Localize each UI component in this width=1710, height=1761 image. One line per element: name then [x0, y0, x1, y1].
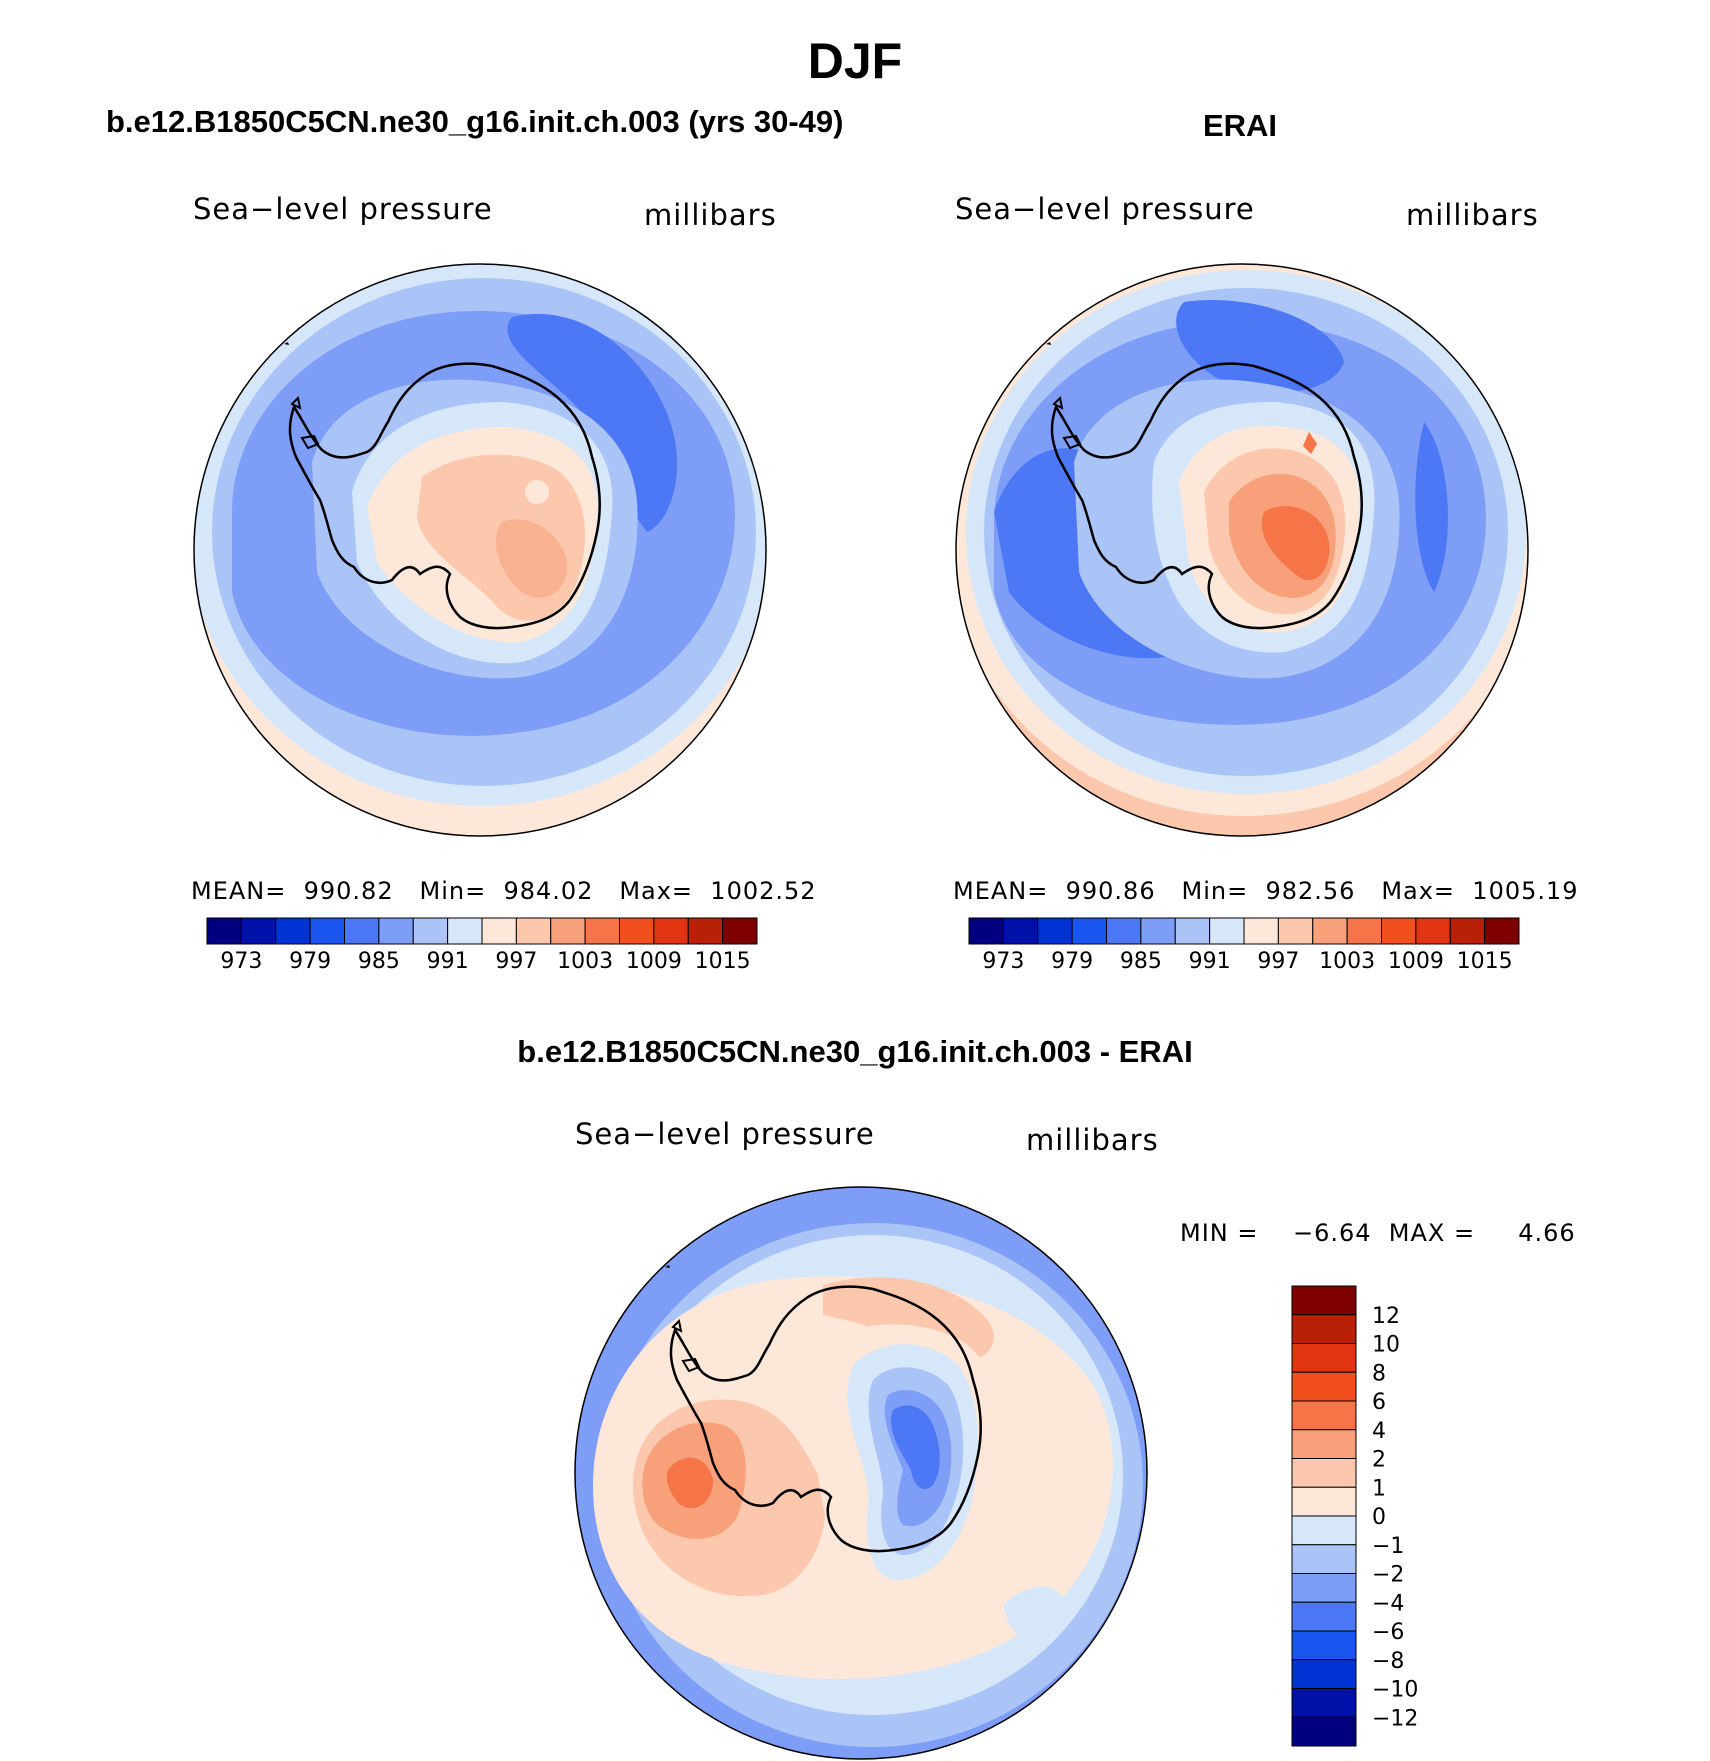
colorbar-swatch [1174, 917, 1211, 945]
panel-1-title: b.e12.B1850C5CN.ne30_g16.init.ch.003 (yr… [106, 104, 844, 139]
colorbar-swatch [1291, 1659, 1357, 1689]
colorbar-swatch [309, 917, 345, 945]
colorbar-label: 991 [427, 949, 469, 974]
colorbar-label: 12 [1372, 1304, 1400, 1329]
colorbar-swatch [1291, 1573, 1357, 1603]
colorbar-swatch [378, 917, 414, 945]
colorbar-label: −6 [1372, 1620, 1404, 1645]
colorbar-swatch [1071, 917, 1107, 945]
colorbar-swatch [1484, 917, 1520, 945]
colorbar-label: 979 [289, 949, 331, 974]
colorbar-swatch [1415, 917, 1451, 945]
colorbar-swatch [1291, 1486, 1357, 1517]
colorbar-swatch [550, 917, 586, 945]
colorbar-label: 985 [1120, 949, 1162, 974]
colorbar-swatch [1291, 1343, 1357, 1373]
colorbar-label: 1003 [557, 949, 613, 974]
colorbar-swatch [412, 917, 449, 945]
colorbar-swatch [1346, 917, 1382, 945]
panel-1-stats: MEAN= 990.82 Min= 984.02 Max= 1002.52 [191, 877, 817, 905]
colorbar-swatch [206, 917, 242, 945]
colorbar-swatch [722, 917, 758, 945]
panel-2-variable-label: Sea−level pressure [955, 192, 1255, 226]
colorbar-swatch [1291, 1458, 1357, 1488]
diff-map [574, 1186, 1148, 1760]
colorbar-label: 0 [1372, 1505, 1386, 1530]
colorbar-swatch [619, 917, 655, 945]
diff-units-label: millibars [1026, 1123, 1159, 1157]
colorbar-swatch [240, 917, 277, 945]
colorbar-swatch [481, 917, 517, 945]
colorbar-swatch [515, 917, 552, 945]
colorbar-swatch [1291, 1371, 1357, 1402]
colorbar-label: 1009 [626, 949, 682, 974]
colorbar-swatch [344, 917, 380, 945]
panel-1-units-label: millibars [644, 198, 777, 232]
map-outline [193, 263, 767, 837]
panel-2-colorbar: 973 979 985 991 997 1003 1009 1015 [968, 917, 1520, 974]
colorbar-swatch [275, 917, 311, 945]
colorbar-label: 1003 [1319, 949, 1375, 974]
colorbar-swatch [1140, 917, 1176, 945]
colorbar-swatch [584, 917, 620, 945]
panel-2-units-label: millibars [1406, 198, 1539, 232]
panel-1-colorbar: 973 979 985 991 997 1003 1009 1015 [206, 917, 758, 974]
colorbar-label: 997 [495, 949, 537, 974]
colorbar-label: 979 [1051, 949, 1093, 974]
colorbar-label: 6 [1372, 1390, 1386, 1415]
diff-variable-label: Sea−level pressure [575, 1117, 875, 1151]
colorbar-swatch [968, 917, 1004, 945]
colorbar-swatch [1291, 1515, 1357, 1546]
colorbar-label: −10 [1372, 1678, 1418, 1703]
colorbar-label: 1 [1372, 1476, 1386, 1501]
colorbar-swatch [447, 917, 483, 945]
panel-1-map [193, 263, 767, 837]
colorbar-label: −12 [1372, 1706, 1418, 1731]
colorbar-swatch [1209, 917, 1245, 945]
colorbar-swatch [1291, 1314, 1357, 1344]
colorbar-swatch [1449, 917, 1486, 945]
colorbar-label: 4 [1372, 1419, 1386, 1444]
colorbar-swatch [1037, 917, 1073, 945]
panel-2-stats: MEAN= 990.86 Min= 982.56 Max= 1005.19 [953, 877, 1579, 905]
colorbar-label: −8 [1372, 1649, 1404, 1674]
panel-1-variable-label: Sea−level pressure [193, 192, 493, 226]
colorbar-swatch [1106, 917, 1142, 945]
colorbar-label: 1015 [695, 949, 751, 974]
diff-title: b.e12.B1850C5CN.ne30_g16.init.ch.003 - E… [517, 1034, 1193, 1069]
colorbar-swatch [1381, 917, 1417, 945]
colorbar-label: 973 [982, 949, 1024, 974]
colorbar-swatch [1291, 1630, 1357, 1661]
page-title: DJF [807, 33, 903, 89]
colorbar-label: −4 [1372, 1591, 1404, 1616]
colorbar-swatch [1243, 917, 1279, 945]
colorbar-swatch [1277, 917, 1314, 945]
colorbar-label: −1 [1372, 1534, 1404, 1559]
colorbar-label: 10 [1372, 1333, 1400, 1358]
colorbar-label: 1009 [1388, 949, 1444, 974]
colorbar-swatch [1291, 1688, 1357, 1718]
colorbar-swatch [1291, 1429, 1357, 1459]
colorbar-swatch [1291, 1601, 1357, 1632]
diff-minmax: MIN = −6.64 MAX = 4.66 [1180, 1219, 1576, 1247]
panel-2-map [955, 263, 1529, 837]
colorbar-swatch [1291, 1716, 1357, 1747]
colorbar-label: 1015 [1457, 949, 1513, 974]
colorbar-label: 2 [1372, 1448, 1386, 1473]
colorbar-swatch [653, 917, 689, 945]
colorbar-swatch [1291, 1400, 1357, 1431]
colorbar-swatch [1312, 917, 1348, 945]
colorbar-label: 973 [220, 949, 262, 974]
colorbar-label: 997 [1257, 949, 1299, 974]
colorbar-label: −2 [1372, 1563, 1404, 1588]
panel-2-title: ERAI [1202, 108, 1278, 143]
colorbar-label: 991 [1189, 949, 1231, 974]
colorbar-swatch [687, 917, 724, 945]
colorbar-swatch [1291, 1285, 1357, 1316]
colorbar-swatch [1002, 917, 1039, 945]
colorbar-label: 985 [358, 949, 400, 974]
colorbar-swatch [1291, 1544, 1357, 1574]
colorbar-label: 8 [1372, 1361, 1386, 1386]
